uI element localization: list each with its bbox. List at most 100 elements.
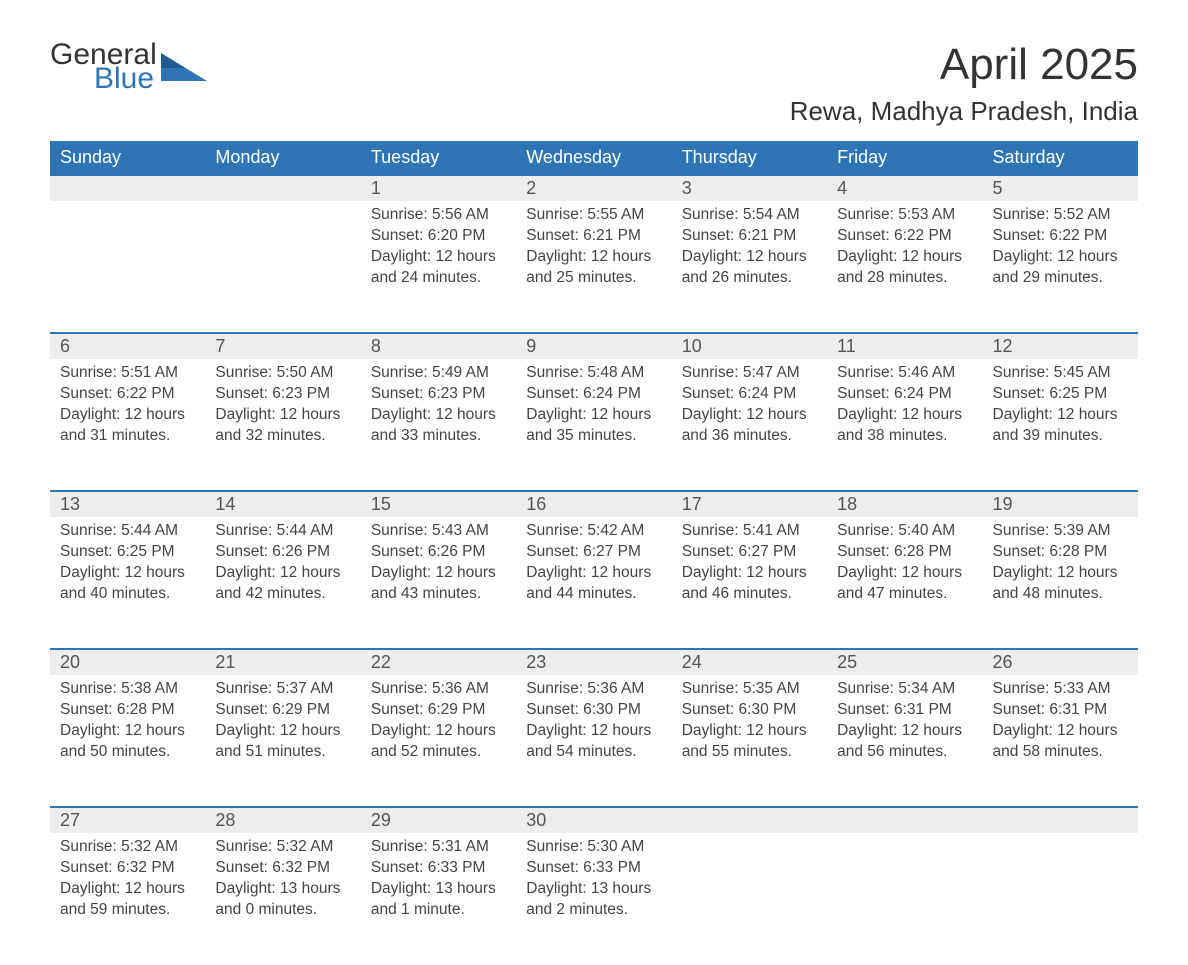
weekday-header-row: SundayMondayTuesdayWednesdayThursdayFrid… <box>50 141 1138 175</box>
day-number-row: 12345 <box>50 175 1138 201</box>
daylight-text: Daylight: 12 hours <box>837 721 972 742</box>
day-content-row: Sunrise: 5:38 AMSunset: 6:28 PMDaylight:… <box>50 675 1138 807</box>
day-number-cell: 10 <box>672 333 827 359</box>
sunrise-text: Sunrise: 5:49 AM <box>371 363 506 384</box>
day-number-cell: 11 <box>827 333 982 359</box>
sunrise-text: Sunrise: 5:39 AM <box>993 521 1128 542</box>
sunrise-text: Sunrise: 5:35 AM <box>682 679 817 700</box>
daylight-text: Daylight: 12 hours <box>371 247 506 268</box>
sunset-text: Sunset: 6:27 PM <box>526 542 661 563</box>
sunset-text: Sunset: 6:28 PM <box>60 700 195 721</box>
brand-line2: Blue <box>94 64 157 94</box>
day-content-cell: Sunrise: 5:40 AMSunset: 6:28 PMDaylight:… <box>827 517 982 649</box>
daylight-text: Daylight: 12 hours <box>60 563 195 584</box>
day-number-cell: 22 <box>361 649 516 675</box>
daylight-text: and 36 minutes. <box>682 426 817 447</box>
day-content-cell: Sunrise: 5:55 AMSunset: 6:21 PMDaylight:… <box>516 201 671 333</box>
sunrise-text: Sunrise: 5:48 AM <box>526 363 661 384</box>
daylight-text: and 25 minutes. <box>526 268 661 289</box>
month-title: April 2025 <box>790 40 1138 90</box>
sunset-text: Sunset: 6:33 PM <box>526 858 661 879</box>
daylight-text: Daylight: 12 hours <box>60 405 195 426</box>
daylight-text: Daylight: 12 hours <box>526 721 661 742</box>
daylight-text: and 24 minutes. <box>371 268 506 289</box>
day-number-row: 13141516171819 <box>50 491 1138 517</box>
title-block: April 2025 Rewa, Madhya Pradesh, India <box>790 40 1138 127</box>
sunrise-text: Sunrise: 5:53 AM <box>837 205 972 226</box>
daylight-text: Daylight: 12 hours <box>682 563 817 584</box>
daylight-text: and 56 minutes. <box>837 742 972 763</box>
daylight-text: Daylight: 12 hours <box>682 721 817 742</box>
daylight-text: Daylight: 12 hours <box>526 405 661 426</box>
day-content-cell: Sunrise: 5:52 AMSunset: 6:22 PMDaylight:… <box>983 201 1138 333</box>
weekday-header: Friday <box>827 141 982 175</box>
weekday-header: Saturday <box>983 141 1138 175</box>
day-content-cell: Sunrise: 5:50 AMSunset: 6:23 PMDaylight:… <box>205 359 360 491</box>
daylight-text: and 38 minutes. <box>837 426 972 447</box>
sunrise-text: Sunrise: 5:30 AM <box>526 837 661 858</box>
day-content-cell: Sunrise: 5:44 AMSunset: 6:25 PMDaylight:… <box>50 517 205 649</box>
sunrise-text: Sunrise: 5:52 AM <box>993 205 1128 226</box>
calendar-body: 12345Sunrise: 5:56 AMSunset: 6:20 PMDayl… <box>50 175 1138 965</box>
sunrise-text: Sunrise: 5:44 AM <box>215 521 350 542</box>
daylight-text: Daylight: 12 hours <box>837 563 972 584</box>
sunset-text: Sunset: 6:31 PM <box>837 700 972 721</box>
day-content-cell: Sunrise: 5:45 AMSunset: 6:25 PMDaylight:… <box>983 359 1138 491</box>
daylight-text: and 58 minutes. <box>993 742 1128 763</box>
day-content-cell <box>672 833 827 965</box>
day-number-cell: 6 <box>50 333 205 359</box>
sunrise-text: Sunrise: 5:31 AM <box>371 837 506 858</box>
sunrise-text: Sunrise: 5:32 AM <box>215 837 350 858</box>
day-number-cell: 1 <box>361 175 516 201</box>
sunset-text: Sunset: 6:26 PM <box>371 542 506 563</box>
daylight-text: Daylight: 12 hours <box>371 405 506 426</box>
day-content-cell: Sunrise: 5:54 AMSunset: 6:21 PMDaylight:… <box>672 201 827 333</box>
day-number-cell: 21 <box>205 649 360 675</box>
day-number-cell: 13 <box>50 491 205 517</box>
daylight-text: and 42 minutes. <box>215 584 350 605</box>
day-content-cell: Sunrise: 5:31 AMSunset: 6:33 PMDaylight:… <box>361 833 516 965</box>
day-number-cell: 16 <box>516 491 671 517</box>
day-content-cell: Sunrise: 5:38 AMSunset: 6:28 PMDaylight:… <box>50 675 205 807</box>
day-number-cell <box>983 807 1138 833</box>
daylight-text: Daylight: 12 hours <box>993 563 1128 584</box>
sunset-text: Sunset: 6:28 PM <box>993 542 1128 563</box>
weekday-header: Wednesday <box>516 141 671 175</box>
sunset-text: Sunset: 6:27 PM <box>682 542 817 563</box>
sunrise-text: Sunrise: 5:32 AM <box>60 837 195 858</box>
day-number-cell: 17 <box>672 491 827 517</box>
daylight-text: and 50 minutes. <box>60 742 195 763</box>
daylight-text: Daylight: 12 hours <box>371 721 506 742</box>
sunset-text: Sunset: 6:30 PM <box>682 700 817 721</box>
sunset-text: Sunset: 6:24 PM <box>682 384 817 405</box>
daylight-text: Daylight: 12 hours <box>993 405 1128 426</box>
day-number-cell: 23 <box>516 649 671 675</box>
sunrise-text: Sunrise: 5:54 AM <box>682 205 817 226</box>
day-content-cell: Sunrise: 5:53 AMSunset: 6:22 PMDaylight:… <box>827 201 982 333</box>
day-content-cell: Sunrise: 5:51 AMSunset: 6:22 PMDaylight:… <box>50 359 205 491</box>
day-number-cell <box>672 807 827 833</box>
sunset-text: Sunset: 6:22 PM <box>60 384 195 405</box>
daylight-text: and 44 minutes. <box>526 584 661 605</box>
daylight-text: and 43 minutes. <box>371 584 506 605</box>
day-number-cell <box>827 807 982 833</box>
sunset-text: Sunset: 6:26 PM <box>215 542 350 563</box>
sunset-text: Sunset: 6:33 PM <box>371 858 506 879</box>
daylight-text: and 39 minutes. <box>993 426 1128 447</box>
day-number-cell: 15 <box>361 491 516 517</box>
day-number-cell: 8 <box>361 333 516 359</box>
day-number-cell: 28 <box>205 807 360 833</box>
sunrise-text: Sunrise: 5:37 AM <box>215 679 350 700</box>
calendar-table: SundayMondayTuesdayWednesdayThursdayFrid… <box>50 141 1138 965</box>
day-content-cell: Sunrise: 5:42 AMSunset: 6:27 PMDaylight:… <box>516 517 671 649</box>
sunrise-text: Sunrise: 5:46 AM <box>837 363 972 384</box>
sunset-text: Sunset: 6:20 PM <box>371 226 506 247</box>
sunset-text: Sunset: 6:23 PM <box>215 384 350 405</box>
daylight-text: and 40 minutes. <box>60 584 195 605</box>
day-content-cell: Sunrise: 5:47 AMSunset: 6:24 PMDaylight:… <box>672 359 827 491</box>
daylight-text: and 54 minutes. <box>526 742 661 763</box>
sunset-text: Sunset: 6:23 PM <box>371 384 506 405</box>
sunset-text: Sunset: 6:25 PM <box>993 384 1128 405</box>
day-content-cell: Sunrise: 5:44 AMSunset: 6:26 PMDaylight:… <box>205 517 360 649</box>
sunrise-text: Sunrise: 5:45 AM <box>993 363 1128 384</box>
